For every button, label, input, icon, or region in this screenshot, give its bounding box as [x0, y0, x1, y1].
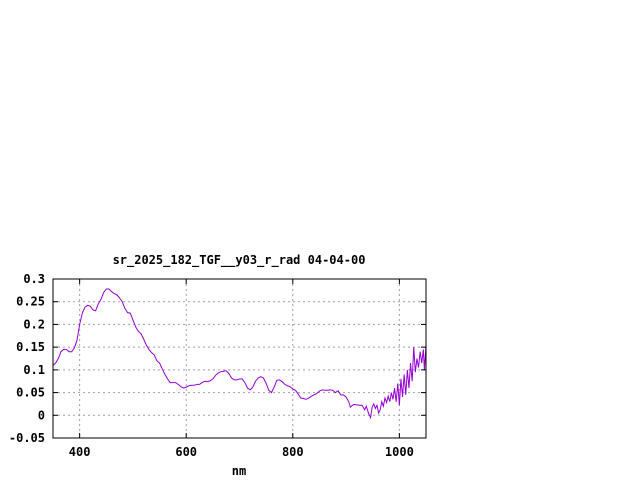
y-tick-label: 0.15: [16, 340, 45, 354]
y-tick-label: 0.25: [16, 295, 45, 309]
y-tick-label: 0.1: [23, 363, 45, 377]
x-tick-labels: 400 600 800 1000: [69, 445, 414, 459]
y-tick-label: 0.2: [23, 317, 45, 331]
y-tick-label: -0.05: [9, 431, 45, 445]
x-axis-label: nm: [232, 464, 246, 478]
y-tick-label: 0: [38, 408, 45, 422]
y-tick-labels: -0.05 0 0.05 0.1 0.15 0.2 0.25 0.3: [9, 272, 45, 445]
x-tick-label: 800: [282, 445, 304, 459]
x-tick-label: 400: [69, 445, 91, 459]
grid-lines: [53, 279, 426, 438]
series-line: [52, 288, 427, 420]
series-layer: [52, 288, 427, 420]
tick-marks: [53, 278, 426, 439]
plot-frame: [52, 278, 427, 439]
y-tick-label: 0.3: [23, 272, 45, 286]
y-tick-label: 0.05: [16, 386, 45, 400]
chart-title: sr_2025_182_TGF__y03_r_rad 04-04-00: [113, 253, 366, 268]
x-tick-label: 600: [175, 445, 197, 459]
x-tick-label: 1000: [385, 445, 414, 459]
